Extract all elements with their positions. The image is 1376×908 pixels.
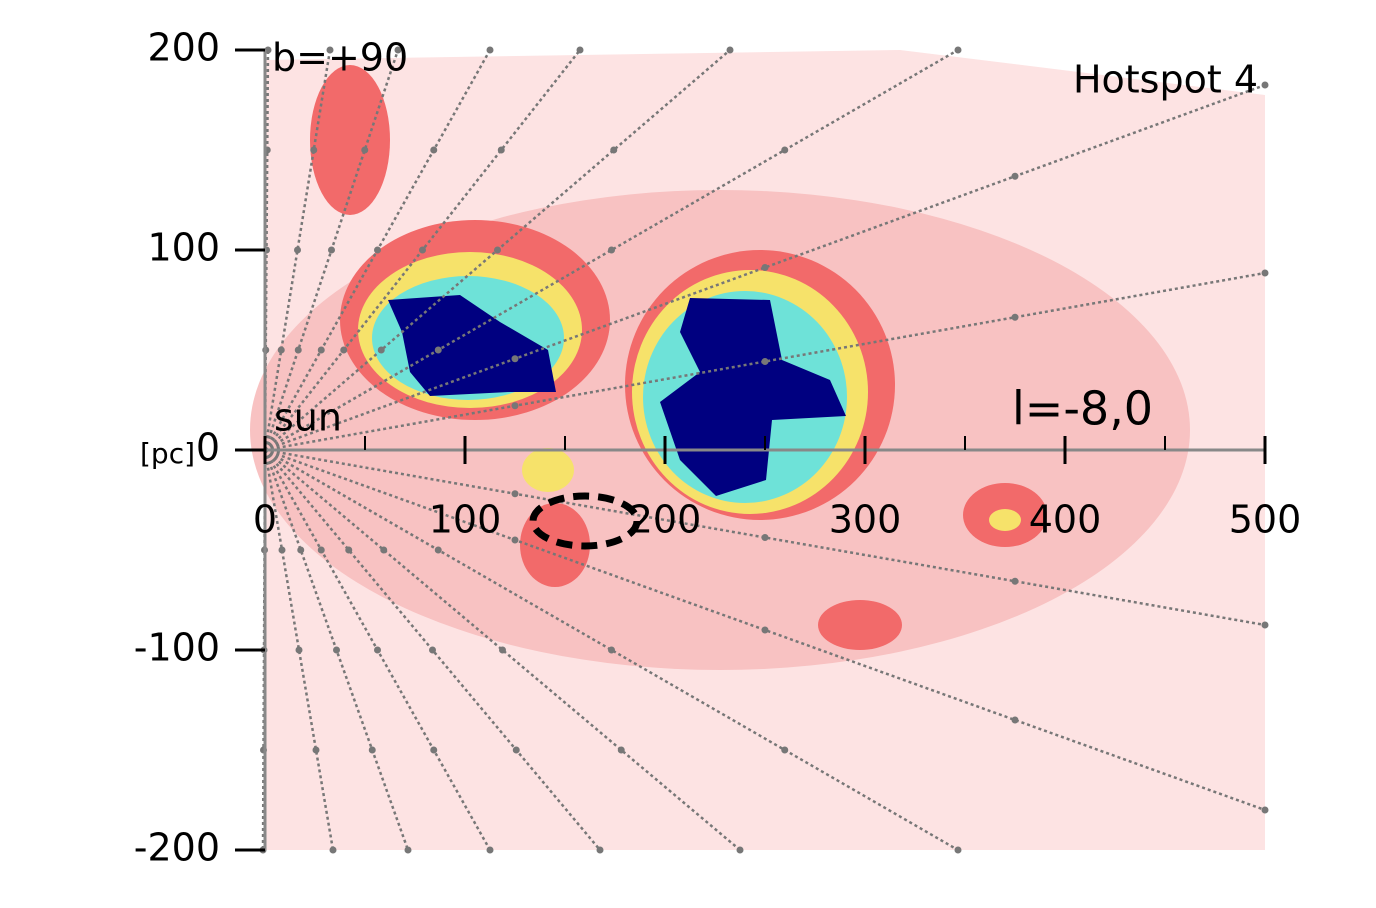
- sightline-dot: [617, 746, 625, 754]
- sightline-dot: [726, 46, 734, 54]
- sightline-dot: [374, 246, 381, 254]
- sightline-dot: [761, 534, 769, 541]
- sightline-dot: [380, 546, 388, 554]
- sightline-dot: [497, 146, 505, 154]
- sightline-dot: [326, 46, 334, 54]
- sightline-dot: [486, 846, 494, 854]
- sightline-dot: [345, 546, 353, 554]
- sightline-dot: [596, 846, 604, 854]
- sightline-dot: [317, 346, 325, 354]
- sightline-dot: [511, 355, 519, 363]
- sightline-dot: [394, 46, 402, 54]
- sightline-dot: [610, 146, 618, 154]
- sightline-dot: [1261, 621, 1269, 629]
- sightline-dot: [312, 746, 320, 754]
- sightline-dot: [368, 746, 376, 754]
- sightline-dot: [317, 546, 325, 554]
- sightline-dot: [340, 346, 348, 354]
- sightline-dot: [1011, 577, 1019, 585]
- annotation: sun: [274, 396, 342, 440]
- sightline-dot: [374, 646, 381, 654]
- sightline-dot: [511, 490, 519, 498]
- sightline-dot: [954, 846, 962, 854]
- sightline-dot: [499, 646, 506, 654]
- sightline-dot: [277, 346, 285, 354]
- sightline-dot: [1011, 716, 1019, 724]
- sightline-dot: [310, 146, 318, 154]
- sightline-dot: [954, 46, 962, 54]
- x-tick-label: 300: [829, 498, 902, 542]
- y-tick-label: 100: [147, 226, 220, 270]
- chart-title: Hotspot 4: [1073, 58, 1258, 102]
- x-tick-label: 200: [629, 498, 702, 542]
- sightline-dot: [608, 246, 615, 254]
- dashed-ellipse: [529, 492, 641, 550]
- sightline-dot: [434, 346, 442, 354]
- sightline: [264, 448, 959, 852]
- sightline: [264, 448, 1266, 627]
- sightline-dot: [429, 646, 436, 654]
- sightline-dot: [1261, 269, 1269, 277]
- sightline-dot: [1261, 806, 1269, 814]
- sightline-dot: [781, 746, 789, 754]
- y-axis-label: [pc]: [140, 437, 195, 470]
- y-tick-label: 0: [196, 426, 220, 470]
- sightline: [263, 449, 335, 851]
- map-peak: [388, 295, 846, 496]
- sightline-dot: [419, 246, 426, 254]
- sightline-dot: [576, 46, 584, 54]
- sightline-dot: [494, 246, 501, 254]
- sightline-dot: [278, 546, 286, 554]
- y-tick-label: -100: [134, 626, 220, 670]
- x-tick-label: 100: [429, 498, 502, 542]
- sightline-dot: [333, 646, 340, 654]
- annotation: l=-8,0: [1012, 382, 1153, 436]
- sightline-dot: [294, 246, 301, 254]
- sightline-dot: [761, 264, 769, 271]
- x-tick-label: 500: [1229, 498, 1302, 542]
- sightline-dot: [736, 846, 744, 854]
- sightline-dot: [781, 146, 789, 154]
- x-tick-label: 400: [1029, 498, 1102, 542]
- sightline-dot: [761, 626, 769, 634]
- sightline-dot: [1011, 313, 1019, 321]
- sightline-dot: [511, 402, 519, 410]
- sightline-dot: [377, 346, 385, 354]
- sightline: [264, 48, 959, 452]
- sightline: [263, 49, 332, 451]
- sightline-dot: [512, 746, 520, 754]
- sightline-dot: [430, 746, 438, 754]
- sightline: [264, 449, 741, 851]
- sightline-dot: [511, 536, 519, 544]
- sightline-dot: [328, 246, 335, 254]
- sightline-dot: [1261, 81, 1269, 89]
- y-tick-label: -200: [134, 826, 220, 870]
- sightline-dot: [297, 546, 305, 554]
- sightline-dot: [1011, 172, 1019, 180]
- sightline-dot: [295, 646, 303, 654]
- sightline-dot: [329, 846, 337, 854]
- sightline-dot: [608, 646, 615, 654]
- x-tick-label: 0: [253, 498, 277, 542]
- sightline-dot: [361, 146, 369, 154]
- sightline-dot: [761, 358, 769, 365]
- sightline-dot: [404, 846, 412, 854]
- sightline-dot: [434, 546, 442, 554]
- sightline-dot: [294, 346, 302, 354]
- sightline-dot: [430, 146, 438, 154]
- sightline: [264, 271, 1266, 452]
- sightline-dot: [486, 46, 494, 54]
- annotation: b=+90: [272, 36, 408, 80]
- y-tick-label: 200: [147, 26, 220, 70]
